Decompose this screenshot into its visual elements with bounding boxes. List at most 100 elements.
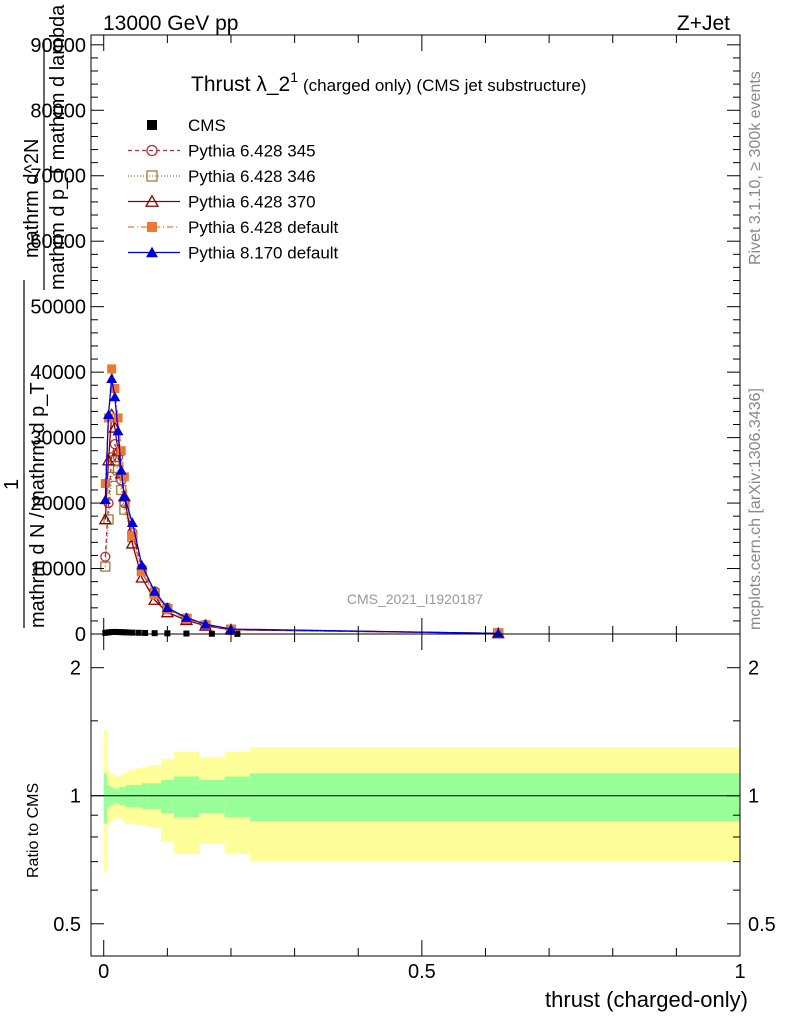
data-marker: [112, 425, 124, 436]
data-marker: [102, 409, 114, 419]
data-marker: [142, 629, 149, 636]
main-y-tick-label: 30000: [30, 428, 86, 450]
ratio-y-tick-label-right: 0.5: [748, 914, 776, 936]
ylabel-frac-num: 1: [1, 479, 23, 490]
ratio-y-tick-label: 1: [70, 786, 81, 808]
axes: 0 10000 20000 30000 40000 50000 60000 70000 8000…: [30, 34, 776, 983]
data-marker: [147, 120, 157, 130]
data-marker: [118, 491, 130, 501]
header-process: Z+Jet: [677, 12, 730, 35]
main-y-tick-label: 70000: [30, 166, 86, 188]
data-marker: [121, 629, 128, 636]
legend-entry: Pythia 6.428 346: [128, 167, 316, 186]
data-marker: [113, 413, 123, 423]
data-marker: [98, 512, 112, 525]
data-marker: [100, 561, 111, 572]
ratio-green-band: [250, 773, 740, 822]
legend-entry: Pythia 8.170 default: [128, 244, 339, 263]
data-marker: [99, 494, 111, 505]
x-tick-label: 0.5: [408, 961, 436, 983]
data-marker: [200, 618, 212, 629]
data-marker: [180, 612, 192, 622]
data-marker: [111, 628, 118, 635]
series-2: [100, 455, 504, 639]
data-marker: [151, 630, 158, 637]
rivet-label: Rivet 3.1.10, ≥ 300k events: [747, 71, 764, 265]
ratio-y-tick-label: 2: [70, 658, 81, 680]
data-marker: [115, 465, 127, 475]
ratio-green-band: [173, 776, 200, 818]
ratio-frame: [90, 633, 741, 957]
legend-label: Pythia 8.170 default: [188, 244, 339, 263]
main-y-tick-label: 90000: [30, 35, 86, 57]
data-marker: [105, 629, 112, 636]
ylabel-frac-den: mathrm d N / mathrm d p_T: [27, 382, 49, 628]
data-marker: [135, 629, 142, 636]
data-marker: [119, 472, 129, 482]
x-tick-label: 1: [734, 961, 745, 983]
data-marker: [107, 364, 117, 374]
ratio-green-band: [160, 779, 174, 814]
data-marker: [492, 628, 504, 638]
data-marker: [146, 246, 158, 258]
data-marker: [125, 537, 139, 549]
data-marker: [129, 629, 136, 636]
legend-label: Pythia 6.428 default: [188, 218, 339, 237]
data-marker: [137, 567, 147, 577]
legend-label: Pythia 6.428 346: [188, 167, 316, 186]
plot-title: Thrust λ_21 (charged only) (CMS jet subst…: [191, 69, 586, 96]
legend-entry: Pythia 6.428 default: [128, 218, 339, 237]
data-marker: [136, 559, 148, 570]
x-tick-label: 0: [98, 961, 109, 983]
title-main: Thrust λ_2: [191, 73, 290, 96]
title-sup: 1: [290, 69, 298, 85]
main-ylabel: mathrm d^2N mathrm d p_T mathrm d lambda…: [1, 4, 69, 628]
data-marker: [127, 531, 137, 541]
title-suffix: (charged only) (CMS jet substructure): [303, 76, 586, 95]
series-5: [99, 373, 504, 638]
data-marker: [102, 629, 109, 636]
ratio-y-tick-label-right: 2: [748, 658, 759, 680]
ratio-green-band: [199, 779, 225, 814]
data-marker: [146, 144, 158, 157]
ratio-green-band: [224, 776, 251, 818]
main-y-tick-label: 80000: [30, 100, 86, 122]
data-marker: [106, 373, 118, 383]
mcplots-label: mcplots.cern.ch [arXiv:1306.3436]: [747, 388, 764, 630]
data-marker: [118, 629, 125, 636]
series-1: [100, 439, 504, 639]
data-marker: [144, 194, 160, 207]
legend-entry: Pythia 6.428 345: [128, 142, 316, 161]
data-marker: [109, 391, 121, 402]
ylabel-top-den: mathrm d p_T mathrm d lambda: [47, 4, 69, 290]
legend-label: Pythia 6.428 345: [188, 142, 316, 161]
ratio-ylabel: Ratio to CMS: [25, 783, 42, 878]
data-marker: [115, 629, 122, 636]
data-marker: [147, 222, 157, 232]
ylabel-top-num: mathrm d^2N: [21, 139, 43, 258]
data-marker: [149, 586, 161, 596]
ratio-green-band: [103, 773, 107, 824]
legend-entry: Pythia 6.428 370: [128, 193, 316, 212]
legend-label: Pythia 6.428 370: [188, 193, 316, 212]
data-marker: [126, 517, 138, 527]
main-y-tick-label: 40000: [30, 362, 86, 384]
ratio-bands: [91, 729, 740, 873]
data-marker: [110, 384, 120, 394]
main-y-tick-label: 10000: [30, 559, 86, 581]
main-y-tick-label: 0: [75, 624, 86, 646]
legend-label: CMS: [188, 116, 226, 135]
data-marker: [100, 551, 111, 562]
data-marker: [161, 602, 173, 613]
data-marker: [116, 446, 126, 456]
legend: CMS Pythia 6.428 345 Pythia 6.428 346 Pythi…: [128, 116, 339, 263]
data-marker: [146, 170, 158, 182]
main-y-tick-label: 60000: [30, 231, 86, 253]
main-y-tick-label: 50000: [30, 297, 86, 319]
data-marker: [148, 593, 162, 605]
header-energy: 13000 GeV pp: [103, 12, 238, 35]
x-axis-label: thrust (charged-only): [545, 987, 748, 1012]
ratio-y-tick-label-right: 1: [748, 786, 759, 808]
data-marker: [108, 629, 115, 636]
